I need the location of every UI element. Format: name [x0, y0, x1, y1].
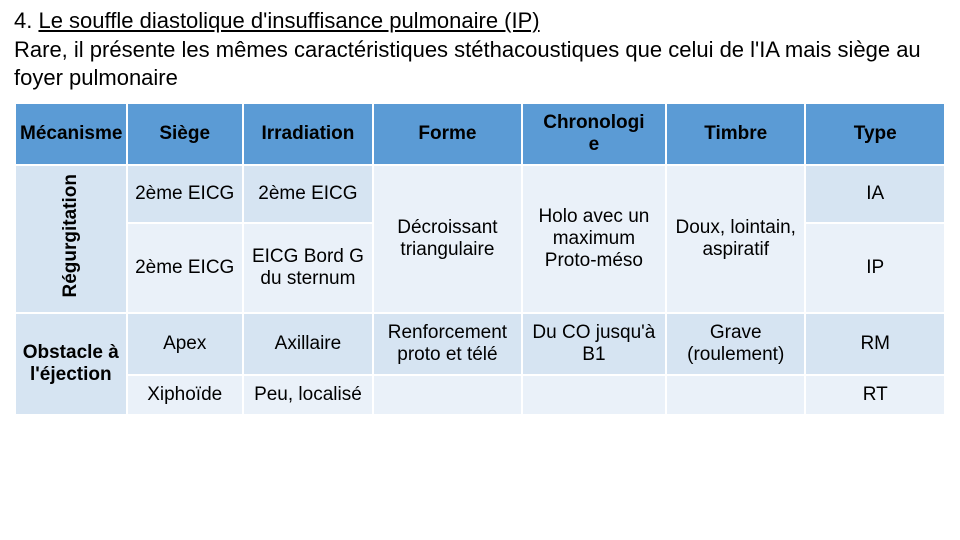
vlabel-regurg: Régurgitation: [60, 174, 82, 298]
cell: IP: [805, 223, 945, 313]
th-mecanisme: Mécanisme: [15, 103, 127, 165]
th-type: Type: [805, 103, 945, 165]
slide: 4. Le souffle diastolique d'insuffisance…: [0, 0, 960, 540]
th-chronologie: Chronologi e: [522, 103, 666, 165]
cell: Grave (roulement): [666, 313, 806, 375]
table-row: Obstacle à l'éjection Apex Axillaire Ren…: [15, 313, 945, 375]
comparison-table: Mécanisme Siège Irradiation Forme Chrono…: [14, 102, 946, 416]
cell: [666, 375, 806, 415]
cell: RM: [805, 313, 945, 375]
th-siege: Siège: [127, 103, 243, 165]
cell: Xiphoïde: [127, 375, 243, 415]
table-row: Régurgitation 2ème EICG 2ème EICG Décroi…: [15, 165, 945, 223]
cell-mech-obstacle: Obstacle à l'éjection: [15, 313, 127, 415]
th-irradiation: Irradiation: [243, 103, 373, 165]
cell: [373, 375, 522, 415]
cell: IA: [805, 165, 945, 223]
slide-description: Rare, il présente les mêmes caractéristi…: [14, 36, 946, 92]
cell: [522, 375, 666, 415]
slide-title: 4. Le souffle diastolique d'insuffisance…: [14, 8, 946, 34]
cell: Axillaire: [243, 313, 373, 375]
cell: Peu, localisé: [243, 375, 373, 415]
cell: Doux, lointain, aspiratif: [666, 165, 806, 313]
title-number: 4.: [14, 8, 38, 33]
cell: Renforcement proto et télé: [373, 313, 522, 375]
cell: 2ème EICG: [127, 223, 243, 313]
cell: RT: [805, 375, 945, 415]
cell: Holo avec un maximum Proto-méso: [522, 165, 666, 313]
cell: EICG Bord G du sternum: [243, 223, 373, 313]
cell-mech-regurg: Régurgitation: [15, 165, 127, 313]
th-forme: Forme: [373, 103, 522, 165]
cell: Apex: [127, 313, 243, 375]
cell: Décroissant triangulaire: [373, 165, 522, 313]
cell: Du CO jusqu'à B1: [522, 313, 666, 375]
table-header-row: Mécanisme Siège Irradiation Forme Chrono…: [15, 103, 945, 165]
table-row: Xiphoïde Peu, localisé RT: [15, 375, 945, 415]
th-timbre: Timbre: [666, 103, 806, 165]
cell: 2ème EICG: [243, 165, 373, 223]
title-text: Le souffle diastolique d'insuffisance pu…: [38, 8, 539, 33]
cell: 2ème EICG: [127, 165, 243, 223]
